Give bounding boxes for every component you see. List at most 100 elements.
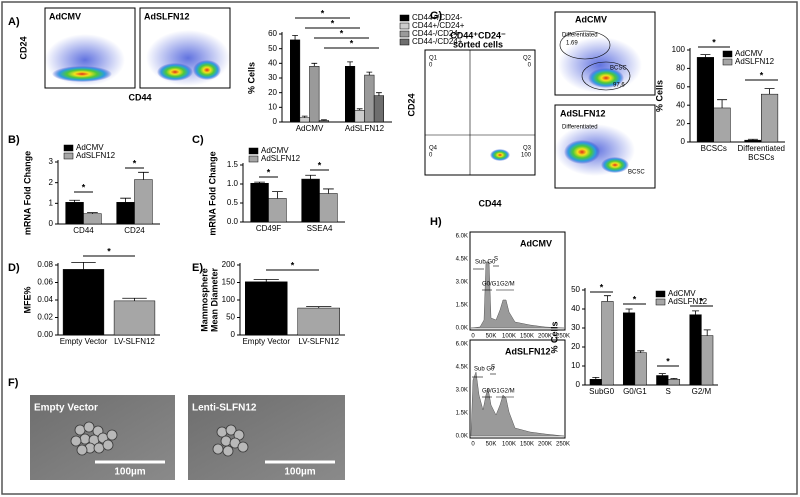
x-tick-label: SubG0 bbox=[589, 387, 615, 396]
y-tick-label: 40 bbox=[571, 304, 580, 313]
sample-label: AdCMV bbox=[575, 14, 607, 24]
x-tick-label: G2/M bbox=[691, 387, 712, 396]
hist-y-tick: 4.5K bbox=[456, 257, 468, 263]
error-bar bbox=[356, 108, 363, 111]
significance-mark: * bbox=[600, 282, 604, 292]
axis-title: CD24 bbox=[18, 36, 28, 59]
legend-swatch bbox=[722, 50, 733, 58]
scale-label: 100µm bbox=[114, 467, 145, 478]
y-tick-label: 0.00 bbox=[37, 330, 53, 339]
error-bar bbox=[376, 92, 382, 96]
error-bar bbox=[703, 329, 711, 336]
y-axis-title: mRNA Fold Change bbox=[22, 151, 32, 235]
bar bbox=[250, 182, 269, 223]
legend-swatch bbox=[722, 58, 733, 66]
hist-y-tick: 1.5K bbox=[456, 411, 468, 417]
hist-x-tick: 150K bbox=[520, 442, 534, 448]
bar bbox=[290, 39, 301, 123]
bar bbox=[245, 281, 288, 336]
bar bbox=[364, 74, 375, 123]
quadrant-value: 100 bbox=[521, 153, 532, 159]
flow-density bbox=[193, 60, 221, 80]
error-bar bbox=[592, 377, 600, 380]
y-tick-label: 40 bbox=[676, 100, 685, 109]
hist-y-tick: 0.0K bbox=[456, 434, 468, 440]
legend-label: AdCMV bbox=[261, 146, 289, 155]
legend-swatch bbox=[248, 147, 259, 155]
x-tick-label: G0/G1 bbox=[623, 387, 647, 396]
bar bbox=[309, 66, 320, 123]
hist-x-tick: 150K bbox=[520, 334, 534, 340]
cell-cluster bbox=[70, 421, 249, 457]
micrograph bbox=[188, 395, 345, 480]
legend-swatch bbox=[63, 152, 74, 160]
bar bbox=[601, 301, 614, 386]
significance-mark: * bbox=[700, 296, 704, 306]
flow-plot bbox=[424, 49, 536, 176]
y-tick-label: 200 bbox=[222, 260, 236, 269]
y-tick-label: 0 bbox=[681, 137, 686, 146]
histogram bbox=[470, 261, 565, 329]
gate-label: G0/G1 bbox=[482, 282, 500, 288]
hist-x-tick: 50K bbox=[486, 442, 497, 448]
bar bbox=[62, 269, 105, 336]
hist-x-tick: 50K bbox=[486, 334, 497, 340]
quadrant-value: 0 bbox=[528, 63, 532, 69]
bar bbox=[345, 66, 356, 123]
error-bar bbox=[254, 181, 265, 184]
significance-mark: * bbox=[133, 158, 137, 168]
axis-title: CD24 bbox=[406, 93, 416, 116]
bar bbox=[744, 139, 762, 143]
hist-x-tick: 0 bbox=[471, 442, 475, 448]
x-tick-label: CD44 bbox=[73, 226, 94, 235]
error-bar bbox=[700, 54, 711, 58]
bar bbox=[65, 202, 84, 225]
flow-density bbox=[601, 157, 629, 173]
error-bar bbox=[69, 199, 80, 203]
sample-label: AdSLFN12 bbox=[505, 346, 551, 356]
x-tick-label: AdSLFN12 bbox=[344, 124, 385, 133]
x-tick-label: SSEA4 bbox=[306, 224, 333, 233]
error-bar bbox=[71, 261, 96, 270]
y-tick-label: 0 bbox=[273, 117, 278, 126]
bar bbox=[299, 117, 310, 123]
significance-mark: * bbox=[760, 70, 764, 80]
y-tick-label: 1.5 bbox=[227, 160, 239, 169]
y-tick-label: 1 bbox=[49, 198, 54, 207]
hist-y-tick: 3.0K bbox=[456, 388, 468, 394]
significance-mark: * bbox=[107, 246, 111, 256]
significance-mark: * bbox=[331, 18, 335, 28]
y-axis-title: Mammosphere bbox=[199, 268, 209, 332]
hist-x-tick: 100K bbox=[502, 442, 516, 448]
bar bbox=[268, 198, 287, 223]
bar bbox=[701, 335, 714, 386]
y-tick-label: 0.02 bbox=[37, 313, 53, 322]
error-bar bbox=[764, 88, 775, 95]
significance-mark: * bbox=[350, 38, 354, 48]
error-bar bbox=[637, 350, 645, 353]
panel-label: D) bbox=[8, 262, 20, 274]
legend-label: AdCMV bbox=[735, 49, 763, 58]
panel-label: B) bbox=[8, 134, 20, 146]
gate-value: 1.69 bbox=[566, 41, 578, 47]
quadrant-label: Q3 bbox=[523, 146, 532, 152]
hist-y-tick: 6.0K bbox=[456, 234, 468, 240]
hist-x-tick: 200K bbox=[538, 334, 552, 340]
bar bbox=[713, 107, 731, 143]
bar bbox=[373, 95, 384, 123]
error-bar bbox=[122, 297, 147, 301]
legend-label: CD44+/CD24- bbox=[412, 13, 463, 22]
legend-label: CD44-/CD24+ bbox=[412, 37, 463, 46]
legend-label: AdSLFN12 bbox=[668, 297, 708, 306]
gate bbox=[581, 61, 631, 91]
sample-label: AdCMV bbox=[520, 238, 552, 248]
significance-mark: * bbox=[712, 37, 716, 47]
hist-y-tick: 6.0K bbox=[456, 342, 468, 348]
y-tick-label: 0.5 bbox=[227, 198, 239, 207]
hist-y-tick: 4.5K bbox=[456, 365, 468, 371]
error-bar bbox=[347, 61, 353, 67]
bar bbox=[689, 314, 702, 386]
legend-label: CD44+/CD24+ bbox=[412, 21, 465, 30]
